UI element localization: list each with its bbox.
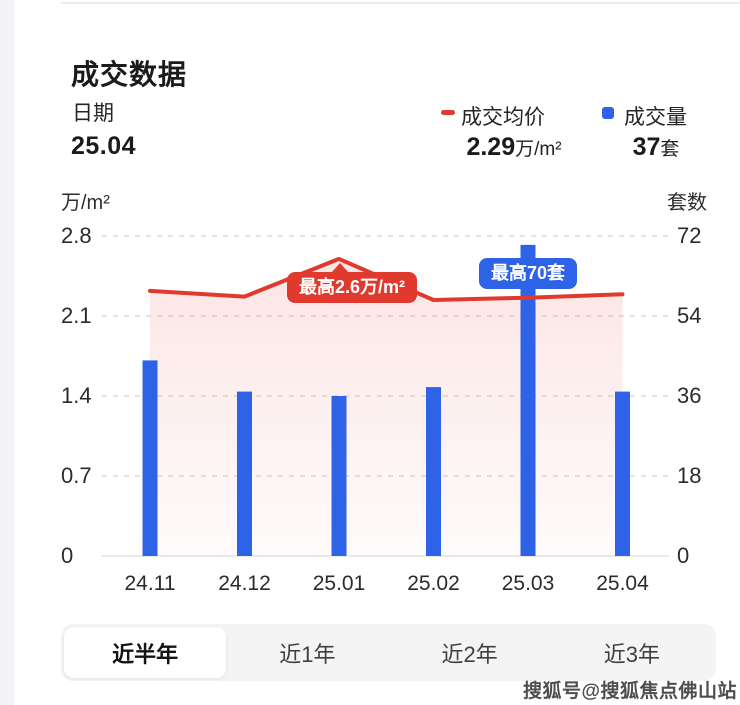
price-unit: 万/m² xyxy=(515,139,562,160)
transaction-chart: 万/m² 套数 最高2.6万/m² 最高70套 2.8 2.1 1.4 0.7 0 72 5… xyxy=(14,180,740,610)
y-axis-tick-right-36: 36 xyxy=(677,383,702,408)
price-max-badge: 最高2.6万/m² xyxy=(287,263,418,303)
time-range-tabs: 近半年 近1年 近2年 近3年 xyxy=(61,624,716,681)
volume-bar-25.01 xyxy=(331,396,347,556)
date-value: 25.04 xyxy=(71,132,137,160)
badge-pointer-up-icon xyxy=(331,263,349,273)
tab-half-year[interactable]: 近半年 xyxy=(64,627,227,678)
y-axis-tick-left-0: 0 xyxy=(61,543,74,568)
y-axis-tick-right-0: 0 xyxy=(677,543,690,568)
x-axis-label-25.04: 25.04 xyxy=(596,572,649,595)
volume-current-value: 37套 xyxy=(606,133,706,162)
y-axis-tick-left-2.8: 2.8 xyxy=(61,223,92,248)
y-axis-tick-left-0.7: 0.7 xyxy=(61,463,92,488)
y-axis-tick-right-18: 18 xyxy=(677,463,702,488)
x-axis-label-25.02: 25.02 xyxy=(407,572,460,595)
x-axis-label-24.12: 24.12 xyxy=(218,572,271,595)
price-number: 2.29 xyxy=(466,133,516,161)
volume-bar-25.02 xyxy=(426,387,441,556)
price-legend-dash-icon xyxy=(441,110,455,115)
volume-bar-24.11 xyxy=(142,360,158,556)
volume-bar-24.12 xyxy=(237,391,252,556)
price-max-badge-text: 最高2.6万/m² xyxy=(299,277,406,297)
chart-canvas xyxy=(102,235,669,557)
y-axis-tick-right-54: 54 xyxy=(677,303,702,328)
page-title: 成交数据 xyxy=(71,58,188,90)
y-axis-tick-right-72: 72 xyxy=(677,223,702,248)
top-divider xyxy=(61,2,740,4)
x-axis-label-25.03: 25.03 xyxy=(501,572,555,595)
y-axis-tick-left-1.4: 1.4 xyxy=(61,383,92,408)
volume-unit: 套 xyxy=(660,139,680,160)
left-axis-unit: 万/m² xyxy=(61,192,110,214)
volume-legend-square-icon xyxy=(602,107,614,119)
volume-legend-label: 成交量 xyxy=(624,106,687,129)
tab-1-year[interactable]: 近1年 xyxy=(279,641,336,667)
volume-bar-25.04 xyxy=(615,391,630,556)
date-label: 日期 xyxy=(72,102,114,125)
volume-max-badge-text: 最高70套 xyxy=(490,263,566,283)
price-area-fill xyxy=(150,258,623,556)
watermark: 搜狐号@搜狐焦点佛山站 xyxy=(522,681,737,702)
y-axis-tick-left-2.1: 2.1 xyxy=(61,303,92,328)
transaction-data-card: 成交数据 日期 25.04 成交均价 2.29万/m² 成交量 37套 万/m²… xyxy=(14,0,740,705)
x-axis-label-24.11: 24.11 xyxy=(124,572,176,595)
tab-2-years[interactable]: 近2年 xyxy=(441,641,498,667)
price-legend-label: 成交均价 xyxy=(461,106,545,129)
x-axis-label-25.01: 25.01 xyxy=(312,572,366,595)
right-axis-unit: 套数 xyxy=(667,192,707,214)
volume-number: 37 xyxy=(632,133,661,161)
volume-max-badge: 最高70套 xyxy=(478,258,578,289)
volume-bar-25.03 xyxy=(520,244,536,556)
tab-3-years[interactable]: 近3年 xyxy=(603,641,660,667)
price-current-value: 2.29万/m² xyxy=(444,133,584,162)
